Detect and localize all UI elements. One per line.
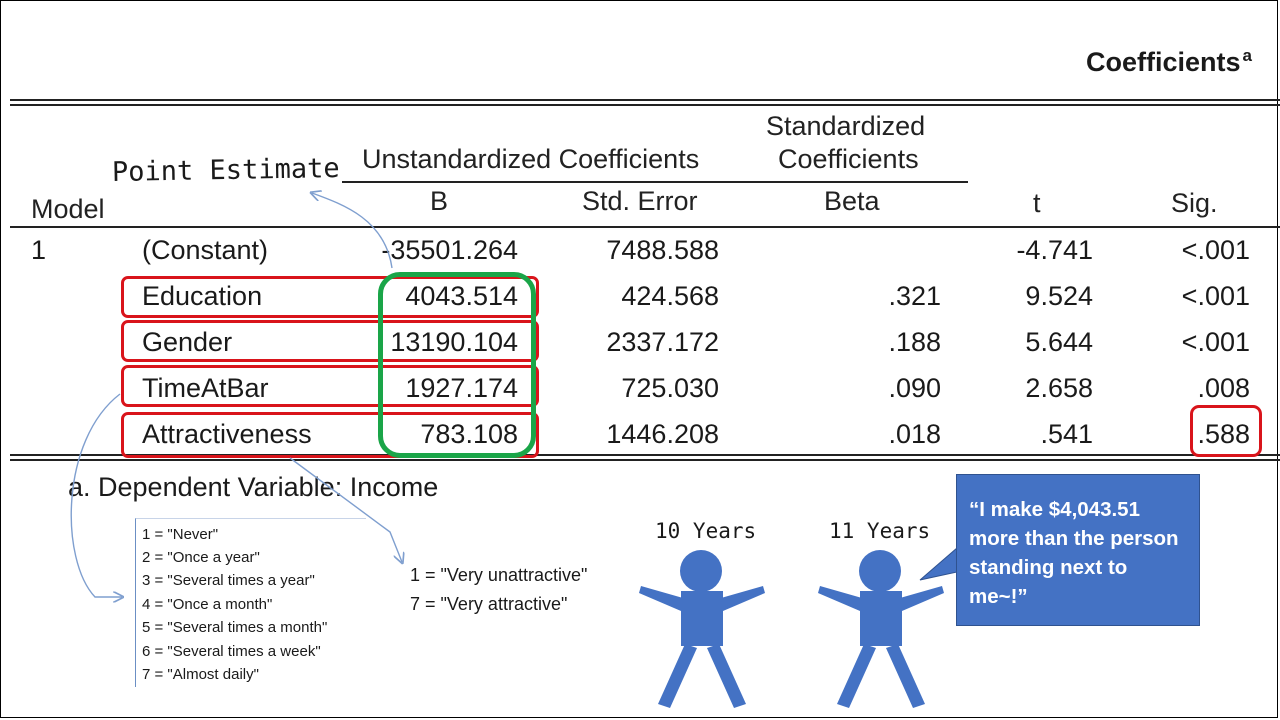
list-item: 1 = "Never" xyxy=(142,526,219,543)
cell-t: 2.658 xyxy=(1025,373,1093,403)
list-item: 6 = "Several times a week" xyxy=(142,643,321,660)
table-title: Coefficients a xyxy=(1086,46,1252,78)
footnote: a. Dependent Variable: Income xyxy=(68,472,439,502)
stick-figure-11-years xyxy=(818,550,944,708)
header-standardized-1: Standardized xyxy=(766,111,926,141)
person1-label: 10 Years xyxy=(655,519,757,543)
highlight-sig-attractiveness xyxy=(1190,405,1262,457)
cell-b: 783.108 xyxy=(420,419,518,449)
list-item: 5 = "Several times a month" xyxy=(142,619,328,636)
cell-se: 7488.588 xyxy=(606,235,719,265)
speech-bubble-tail xyxy=(919,546,958,581)
cell-t: .541 xyxy=(1040,419,1093,449)
model-number: 1 xyxy=(31,235,47,265)
header-sig: Sig. xyxy=(1171,188,1218,218)
header-t: t xyxy=(1033,188,1041,218)
title-superscript: a xyxy=(1242,46,1252,65)
row-label: Gender xyxy=(142,327,233,357)
row-label: Attractiveness xyxy=(142,419,312,449)
header-subrule xyxy=(342,181,968,183)
cell-sig: <.001 xyxy=(1181,235,1250,265)
table-top-rule-2 xyxy=(10,104,1280,106)
cell-sig: .008 xyxy=(1197,373,1250,403)
cell-t: 5.644 xyxy=(1025,327,1093,357)
arrow-point-estimate xyxy=(312,193,393,269)
highlight-attractiveness xyxy=(121,412,539,458)
list-item: 3 = "Several times a year" xyxy=(142,572,315,589)
bar-frequency-codes: 1 = "Never" 2 = "Once a year" 3 = "Sever… xyxy=(135,518,366,687)
table-bottom-rule-2 xyxy=(10,459,1280,461)
cell-se: 725.030 xyxy=(621,373,719,403)
list-item: 4 = "Once a month" xyxy=(142,596,273,613)
list-item: 7 = "Almost daily" xyxy=(142,666,259,683)
highlight-gender xyxy=(121,320,539,362)
cell-beta: .090 xyxy=(888,373,941,403)
cell-beta: .018 xyxy=(888,419,941,449)
speech-bubble: “I make $4,043.51 more than the person s… xyxy=(956,474,1200,626)
cell-beta: .188 xyxy=(888,327,941,357)
table-top-rule xyxy=(10,99,1280,101)
cell-beta: .321 xyxy=(888,281,941,311)
arrow-timeatbar-codes xyxy=(70,393,122,597)
highlight-timeatbar xyxy=(121,365,539,407)
cell-b: 4043.514 xyxy=(405,281,518,311)
cell-b: 13190.104 xyxy=(390,327,518,357)
table-bottom-rule xyxy=(10,454,1280,456)
cell-se: 1446.208 xyxy=(606,419,719,449)
cell-t: 9.524 xyxy=(1025,281,1093,311)
arrow-attractiveness-codes xyxy=(289,457,402,562)
attractiveness-code-low: 1 = "Very unattractive" xyxy=(410,565,588,585)
cell-se: 424.568 xyxy=(621,281,719,311)
speech-text: “I make $4,043.51 more than the person s… xyxy=(969,498,1179,608)
header-standardized-2: Coefficients xyxy=(778,144,919,174)
cell-sig: .588 xyxy=(1197,419,1250,449)
header-beta: Beta xyxy=(824,186,880,216)
cell-b: -35501.264 xyxy=(381,235,518,265)
header-bottom-rule xyxy=(10,226,1280,228)
cell-sig: <.001 xyxy=(1181,327,1250,357)
header-unstandardized: Unstandardized Coefficients xyxy=(362,144,700,174)
cell-sig: <.001 xyxy=(1181,281,1250,311)
attractiveness-code-high: 7 = "Very attractive" xyxy=(410,594,568,614)
person2-label: 11 Years xyxy=(829,519,931,543)
header-b: B xyxy=(430,186,449,216)
list-item: 2 = "Once a year" xyxy=(142,549,260,566)
table-title-text: Coefficients xyxy=(1086,47,1241,77)
header-std-error: Std. Error xyxy=(582,186,698,216)
cell-t: -4.741 xyxy=(1016,235,1093,265)
cell-se: 2337.172 xyxy=(606,327,719,357)
row-label: Education xyxy=(142,281,263,311)
row-label: TimeAtBar xyxy=(142,373,269,403)
header-model: Model xyxy=(31,194,105,224)
row-label: (Constant) xyxy=(142,235,269,265)
stick-figure-10-years xyxy=(639,550,765,708)
highlight-education xyxy=(121,276,539,318)
cell-b: 1927.174 xyxy=(405,373,518,403)
highlight-b-column xyxy=(378,272,536,458)
